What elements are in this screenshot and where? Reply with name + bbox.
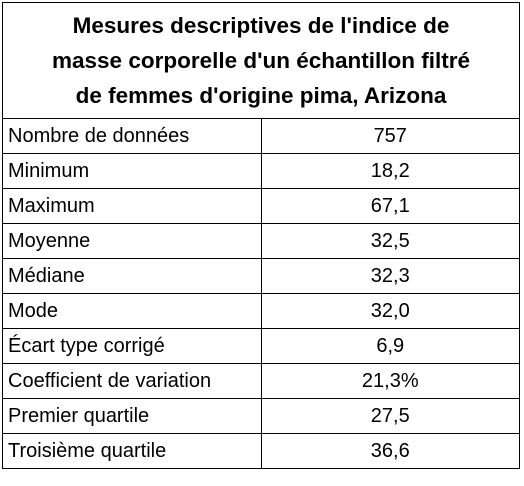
title-row: Mesures descriptives de l'indice de mass… [2,2,520,119]
table-row: Mode 32,0 [2,293,520,329]
row-value: 21,3% [260,363,520,399]
row-value: 6,9 [260,328,520,364]
table-row: Coefficient de variation 21,3% [2,363,520,399]
row-value: 27,5 [260,398,520,434]
row-value: 757 [260,118,520,154]
row-label: Médiane [2,258,262,294]
table-row: Minimum 18,2 [2,153,520,189]
row-label: Nombre de données [2,118,262,154]
table-row: Troisième quartile 36,6 [2,433,520,469]
row-value: 67,1 [260,188,520,224]
table-row: Médiane 32,3 [2,258,520,294]
table-title: Mesures descriptives de l'indice de mass… [2,2,520,119]
row-label: Coefficient de variation [2,363,262,399]
table-row: Moyenne 32,5 [2,223,520,259]
title-line-2: masse corporelle d'un échantillon filtré [52,48,470,73]
table-row: Nombre de données 757 [2,118,520,154]
row-value: 36,6 [260,433,520,469]
descriptive-stats-table: Mesures descriptives de l'indice de mass… [2,2,520,469]
table-row: Écart type corrigé 6,9 [2,328,520,364]
row-label: Maximum [2,188,262,224]
table-row: Maximum 67,1 [2,188,520,224]
title-line-3: de femmes d'origine pima, Arizona [75,83,447,108]
row-label: Écart type corrigé [2,328,262,364]
row-label: Mode [2,293,262,329]
row-label: Moyenne [2,223,262,259]
table-row: Premier quartile 27,5 [2,398,520,434]
row-label: Troisième quartile [2,433,262,469]
row-value: 32,0 [260,293,520,329]
row-value: 18,2 [260,153,520,189]
row-label: Minimum [2,153,262,189]
row-label: Premier quartile [2,398,262,434]
row-value: 32,5 [260,223,520,259]
title-line-1: Mesures descriptives de l'indice de [72,13,450,38]
row-value: 32,3 [260,258,520,294]
